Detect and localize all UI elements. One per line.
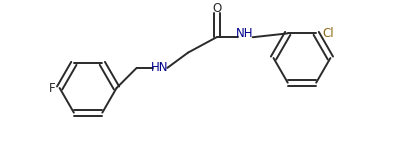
Text: NH: NH (236, 27, 254, 40)
Text: F: F (49, 81, 55, 94)
Text: Cl: Cl (323, 27, 334, 40)
Text: HN: HN (151, 61, 168, 74)
Text: O: O (212, 2, 221, 15)
